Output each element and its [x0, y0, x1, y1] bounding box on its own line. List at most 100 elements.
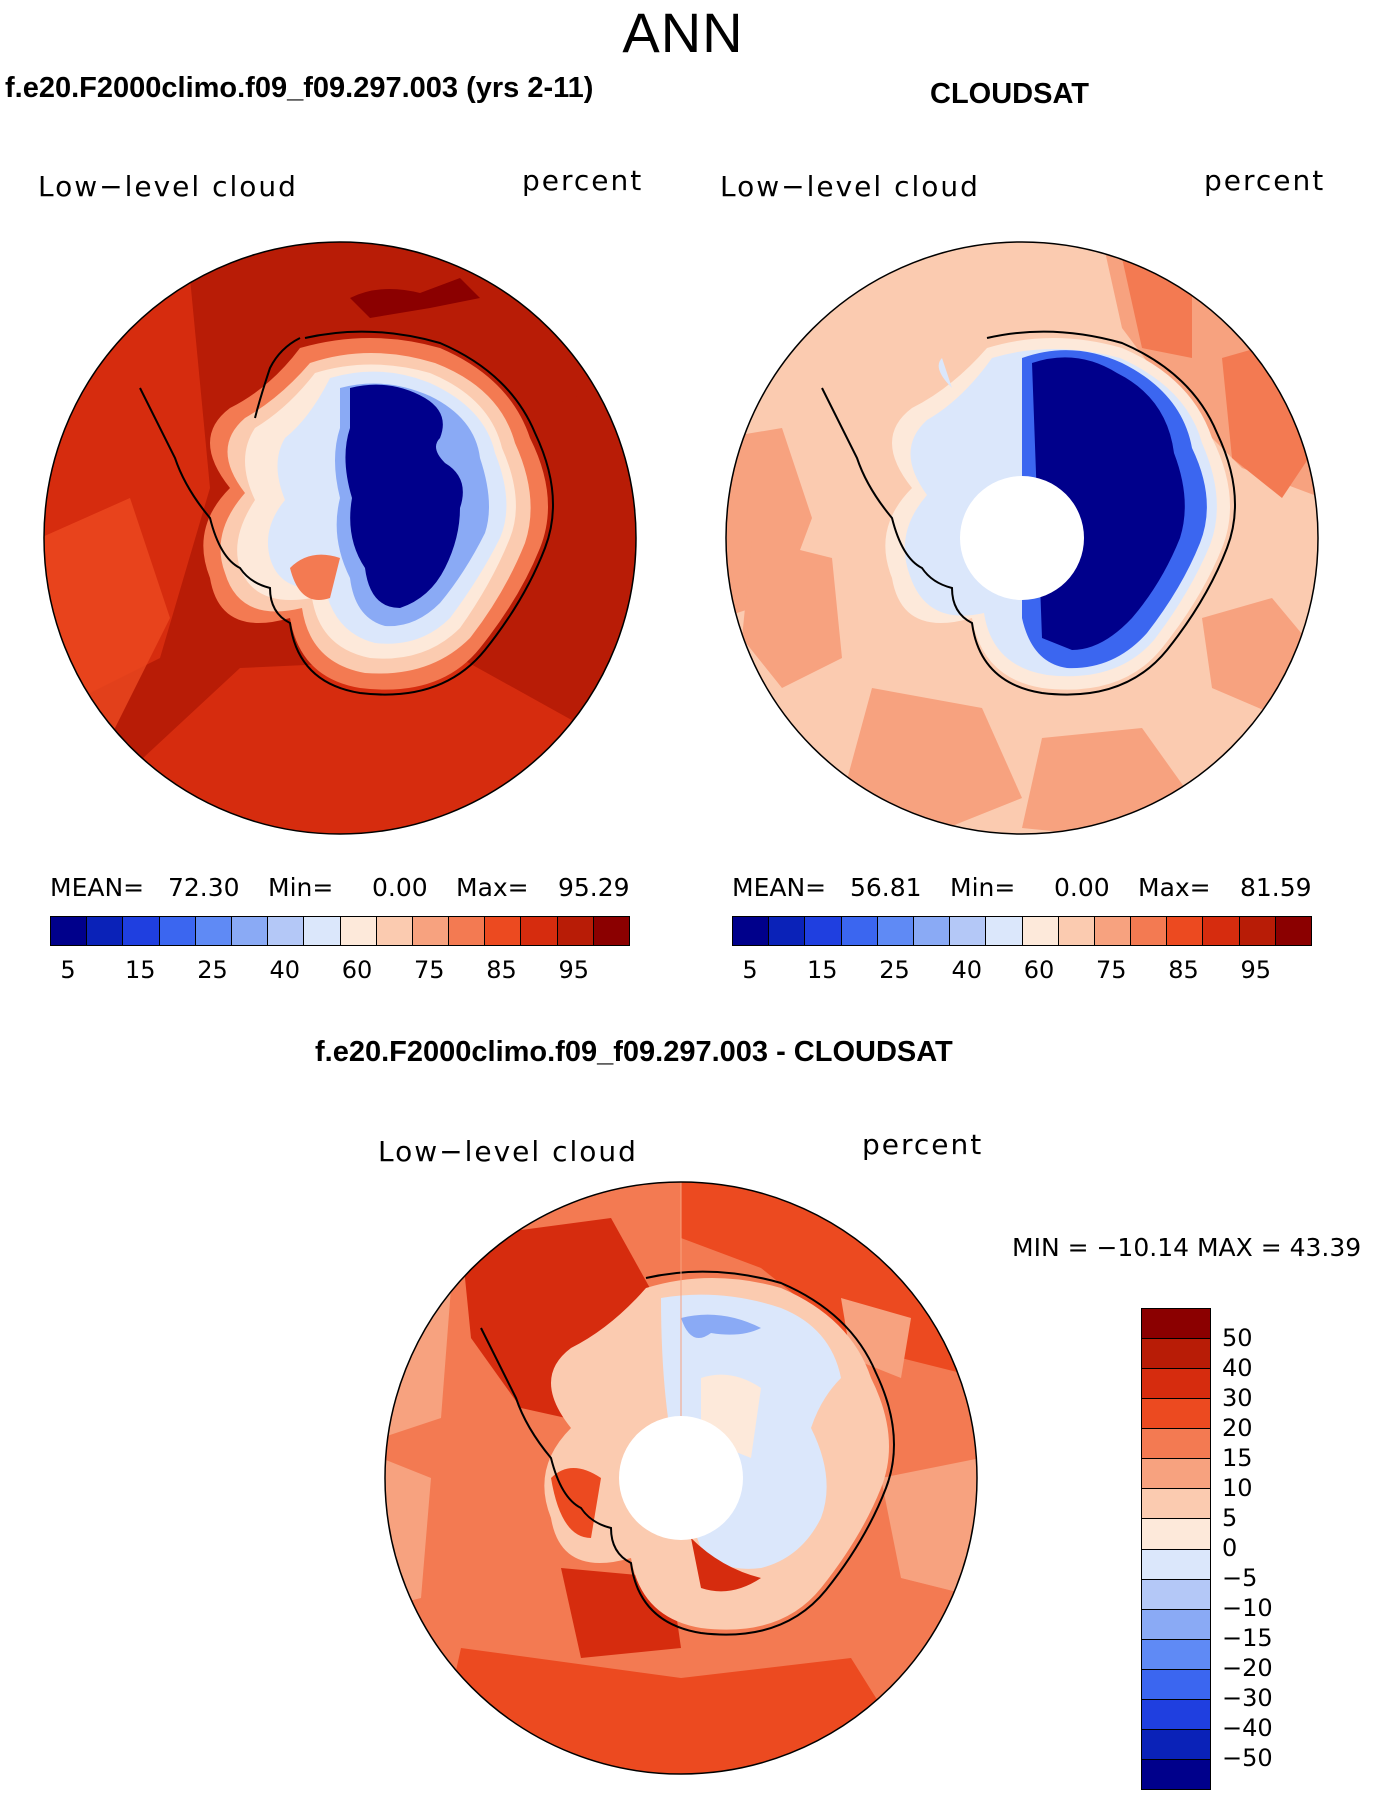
colorbar-segment: [304, 917, 341, 945]
colorbar-segment: [1142, 1669, 1210, 1700]
panel-2-min-value: 0.00: [1054, 873, 1110, 902]
panel-1-map: [43, 241, 637, 835]
colorbar-segment: [805, 917, 842, 945]
panel-1-mean-value: 72.30: [168, 873, 240, 902]
panel-2-units-label: percent: [1204, 164, 1326, 197]
colorbar-segment: [1142, 1579, 1210, 1610]
colorbar-tick-label: 75: [414, 956, 445, 984]
colorbar-segment: [1203, 917, 1240, 945]
colorbar-tick-label: 60: [1023, 956, 1055, 984]
colorbar-tick-label: −10: [1222, 1594, 1273, 1622]
colorbar-tick-label: 20: [1222, 1414, 1253, 1442]
colorbar-segment: [1142, 1489, 1210, 1520]
colorbar-tick-label: 5: [1222, 1504, 1238, 1532]
panel-1-title: f.e20.F2000climo.f09_f09.297.003 (yrs 2-…: [5, 72, 594, 104]
colorbar-segment: [986, 917, 1023, 945]
colorbar-segment: [950, 917, 987, 945]
colorbar-segment: [1142, 1549, 1210, 1580]
panel-1-colorbar: [50, 916, 630, 946]
colorbar-segment: [1142, 1639, 1210, 1670]
colorbar-segment: [231, 917, 269, 945]
panel-1-mean-label: MEAN=: [50, 873, 145, 902]
colorbar-segment: [1142, 1519, 1210, 1550]
colorbar-segment: [123, 917, 160, 945]
colorbar-segment: [557, 917, 594, 945]
panel-2-max-label: Max=: [1138, 873, 1211, 902]
panel-1-min-label: Min=: [268, 873, 334, 902]
panel-2-map: [725, 241, 1319, 835]
colorbar-tick-label: 85: [486, 956, 517, 984]
colorbar-tick-label: 40: [1222, 1354, 1253, 1382]
colorbar-segment: [1058, 917, 1095, 945]
panel-2-colorbar: [732, 916, 1312, 946]
panel-2-max-value: 81.59: [1240, 873, 1312, 902]
panel-1-units-label: percent: [522, 164, 644, 197]
colorbar-segment: [1239, 917, 1276, 945]
difference-map: [384, 1181, 978, 1775]
colorbar-tick-label: 5: [742, 956, 758, 984]
colorbar-tick-label: 15: [807, 956, 838, 984]
colorbar-tick-label: −5: [1222, 1564, 1258, 1592]
difference-colorbar: [1141, 1308, 1211, 1790]
colorbar-segment: [1142, 1369, 1210, 1400]
panel-2-min-label: Min=: [950, 873, 1016, 902]
difference-colorbar-ticks: 50 40 30 20 15 10 5 0 −5 −10 −15 −20 −30 −40 −50: [1222, 1308, 1322, 1788]
colorbar-segment: [268, 917, 305, 945]
colorbar-segment: [769, 917, 806, 945]
colorbar-tick-label: 5: [60, 956, 76, 984]
colorbar-segment: [376, 917, 413, 945]
colorbar-segment: [340, 917, 377, 945]
panel-2-title: CLOUDSAT: [930, 78, 1089, 110]
colorbar-segment: [51, 917, 88, 945]
colorbar-tick-label: −15: [1222, 1624, 1273, 1652]
colorbar-tick-label: 0: [1222, 1534, 1238, 1562]
panel-2-field-label: Low−level cloud: [720, 170, 980, 203]
colorbar-tick-label: −40: [1222, 1714, 1273, 1742]
panel-1-stats: MEAN= 72.30 Min= 0.00 Max= 95.29: [50, 873, 630, 905]
colorbar-tick-label: 15: [1222, 1444, 1253, 1472]
colorbar-tick-label: 40: [269, 956, 301, 984]
colorbar-segment: [1167, 917, 1204, 945]
colorbar-segment: [449, 917, 486, 945]
colorbar-segment: [521, 917, 558, 945]
colorbar-segment: [1142, 1459, 1210, 1490]
colorbar-segment: [877, 917, 914, 945]
colorbar-tick-label: −20: [1222, 1654, 1273, 1682]
colorbar-tick-label: 25: [197, 956, 228, 984]
colorbar-tick-label: 10: [1222, 1474, 1253, 1502]
colorbar-tick-label: 15: [125, 956, 156, 984]
colorbar-segment: [1131, 917, 1168, 945]
panel-2-mean-value: 56.81: [850, 873, 922, 902]
colorbar-tick-label: 85: [1168, 956, 1199, 984]
difference-title: f.e20.F2000climo.f09_f09.297.003 - CLOUD…: [315, 1036, 953, 1068]
difference-minmax: MIN = −10.14 MAX = 43.39: [1012, 1233, 1362, 1262]
colorbar-segment: [1142, 1339, 1210, 1370]
colorbar-segment: [159, 917, 196, 945]
panel-1-max-value: 95.29: [558, 873, 630, 902]
panel-1-min-value: 0.00: [372, 873, 428, 902]
colorbar-segment: [1275, 917, 1311, 945]
colorbar-tick-label: 75: [1096, 956, 1127, 984]
panel-1-field-label: Low−level cloud: [38, 170, 298, 203]
colorbar-tick-label: 25: [879, 956, 910, 984]
panel-1-colorbar-ticks: 5 15 25 40 60 75 85 95: [50, 956, 628, 986]
colorbar-tick-label: 95: [558, 956, 590, 984]
panel-2-stats: MEAN= 56.81 Min= 0.00 Max= 81.59: [732, 873, 1312, 905]
colorbar-segment: [1094, 917, 1132, 945]
colorbar-segment: [1142, 1429, 1210, 1460]
colorbar-segment: [841, 917, 878, 945]
colorbar-tick-label: −50: [1222, 1744, 1273, 1772]
colorbar-segment: [1022, 917, 1059, 945]
colorbar-segment: [733, 917, 770, 945]
colorbar-tick-label: 60: [341, 956, 373, 984]
colorbar-segment: [1142, 1399, 1210, 1430]
colorbar-segment: [87, 917, 124, 945]
difference-units-label: percent: [862, 1128, 984, 1161]
colorbar-tick-label: −30: [1222, 1684, 1273, 1712]
colorbar-tick-label: 95: [1240, 956, 1272, 984]
colorbar-segment: [195, 917, 232, 945]
colorbar-tick-label: 30: [1222, 1384, 1253, 1412]
colorbar-segment: [1142, 1759, 1210, 1789]
colorbar-segment: [1142, 1309, 1210, 1340]
panel-1-max-label: Max=: [456, 873, 529, 902]
